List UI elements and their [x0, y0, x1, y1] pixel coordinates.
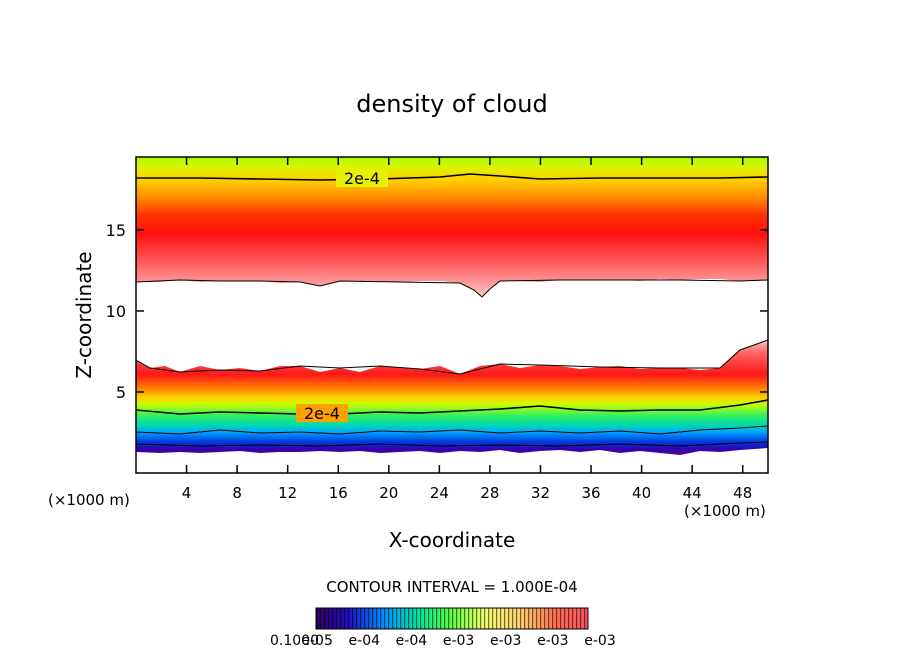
x-tick-label-0: 4	[182, 484, 192, 502]
x-tick-label-1: 8	[232, 484, 242, 502]
contour-line-lower-edge	[136, 339, 768, 375]
plot-area: 2e-4 2e-4	[136, 157, 768, 473]
y-axis: 5 10 15	[106, 221, 768, 402]
x-axis: 4 8 12 16 20 24 28 32 36 40 44 48	[182, 157, 752, 502]
x-tick-label-6: 28	[480, 484, 499, 502]
contour-label-lower: 2e-4	[304, 404, 340, 423]
contour-line-upper	[136, 173, 768, 181]
x-tick-label-2: 12	[278, 484, 297, 502]
x-axis-unit-label: (×1000 m)	[684, 502, 766, 520]
contour-line-upper-edge	[136, 279, 768, 298]
colorbar-label-7: e-03	[584, 633, 615, 649]
colorbar-label-5: e-03	[490, 633, 521, 649]
upper-cloud-band	[136, 157, 768, 297]
x-left-unit-label: (×1000 m)	[48, 491, 130, 509]
x-tick-label-11: 48	[733, 484, 752, 502]
colorbar-label-6: e-03	[537, 633, 568, 649]
y-tick-label-1: 10	[106, 302, 126, 321]
contour-label-upper: 2e-4	[344, 169, 380, 188]
x-tick-label-9: 40	[632, 484, 651, 502]
colorbar	[315, 607, 589, 630]
x-axis-title: X-coordinate	[389, 528, 516, 552]
y-axis-title: Z-coordinate	[72, 251, 96, 378]
plot-frame	[135, 156, 769, 474]
colorbar-label-1: e-05	[301, 633, 332, 649]
x-tick-label-3: 16	[329, 484, 348, 502]
colorbar-label-2: e-04	[349, 633, 381, 649]
lower-cloud-band	[136, 340, 768, 455]
x-tick-label-5: 24	[430, 484, 449, 502]
x-tick-label-4: 20	[379, 484, 398, 502]
y-tick-label-0: 5	[116, 383, 126, 402]
x-tick-label-8: 36	[581, 484, 600, 502]
chart-title: density of cloud	[356, 90, 547, 118]
contour-line-lower-3	[136, 441, 768, 447]
contour-line-lower	[136, 399, 768, 415]
contour-line-lower-2	[136, 425, 768, 435]
y-tick-label-2: 15	[106, 221, 126, 240]
colorbar-label-0: 0.1000	[270, 633, 319, 649]
x-tick-label-10: 44	[683, 484, 702, 502]
contour-interval-text: CONTOUR INTERVAL = 1.000E-04	[326, 578, 577, 596]
colorbar-label-3: e-04	[396, 633, 428, 649]
colorbar-label-4: e-03	[443, 633, 474, 649]
x-tick-label-7: 32	[531, 484, 550, 502]
